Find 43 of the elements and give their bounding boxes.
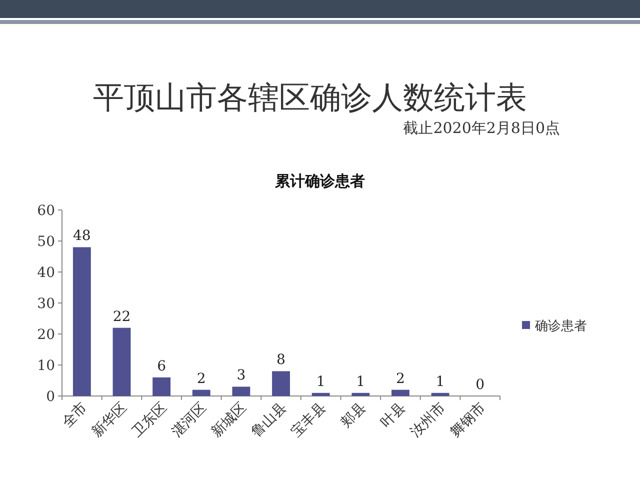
x-tick-label: 舞钢市 bbox=[448, 400, 489, 441]
data-label: 3 bbox=[236, 368, 246, 384]
data-label: 1 bbox=[356, 374, 366, 390]
data-label: 2 bbox=[196, 370, 206, 387]
data-label: 8 bbox=[276, 352, 286, 368]
bar bbox=[391, 390, 410, 396]
bar bbox=[72, 247, 91, 396]
x-tick-label: 鲁山县 bbox=[248, 400, 290, 441]
x-tick-label: 湛河区 bbox=[168, 400, 210, 441]
bar bbox=[112, 328, 131, 396]
data-label: 22 bbox=[112, 308, 131, 325]
data-label: 0 bbox=[476, 377, 485, 393]
x-tick-label: 郏县 bbox=[338, 400, 370, 431]
text: 累计确诊患者 bbox=[274, 172, 365, 190]
x-tick-label: 新城区 bbox=[208, 400, 250, 441]
x-tick-label: 宝丰县 bbox=[288, 400, 330, 441]
y-tick-label: 60 bbox=[37, 203, 55, 219]
data-label: 2 bbox=[396, 370, 405, 387]
x-tick-label: 新华区 bbox=[89, 400, 130, 441]
data-label: 6 bbox=[157, 358, 166, 374]
x-tick-label: 卫东区 bbox=[129, 400, 170, 441]
x-tick-label: 汝州市 bbox=[408, 400, 449, 441]
data-label: 48 bbox=[72, 228, 91, 244]
bar bbox=[431, 392, 450, 396]
y-tick-label: 50 bbox=[37, 234, 55, 250]
y-tick-label: 20 bbox=[37, 327, 55, 343]
y-tick-label: 0 bbox=[46, 389, 55, 405]
y-tick-label: 40 bbox=[37, 265, 55, 281]
chart-title: 平顶山市各辖区确诊人数统计表 bbox=[93, 80, 527, 116]
x-tick-label: 叶县 bbox=[378, 400, 409, 431]
chart-subtitle: 截止2020年2月8日0点 bbox=[403, 119, 560, 137]
data-label: 1 bbox=[316, 374, 326, 390]
bar bbox=[152, 377, 171, 396]
y-tick-label: 10 bbox=[37, 358, 55, 374]
x-tick-label: 全市 bbox=[59, 400, 90, 431]
bar bbox=[272, 371, 290, 396]
data-label: 1 bbox=[436, 374, 445, 390]
bar bbox=[312, 392, 330, 396]
bar bbox=[192, 390, 210, 396]
y-tick-label: 30 bbox=[37, 296, 55, 312]
bar bbox=[232, 386, 250, 396]
legend-label: 确诊患者 bbox=[534, 319, 587, 334]
bar bbox=[352, 392, 370, 396]
